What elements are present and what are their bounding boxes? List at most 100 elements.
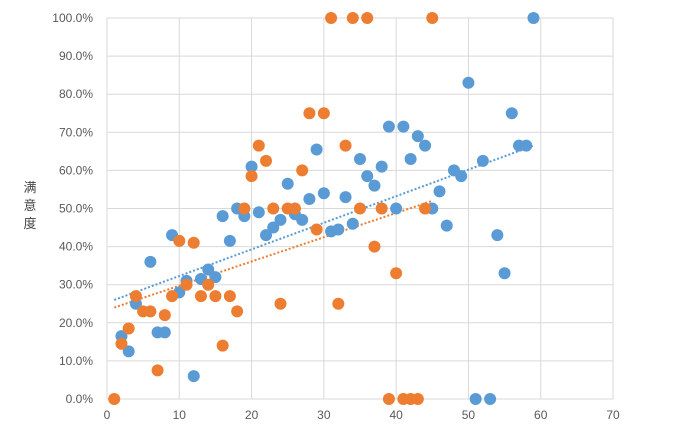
y-tick-label: 80.0% [59,87,93,101]
x-tick-label: 60 [534,408,548,422]
data-point-series2 [361,12,374,24]
data-point-series1 [455,170,468,183]
data-point-series1 [158,326,171,339]
data-point-series2 [216,339,229,352]
data-point-series1 [382,120,395,133]
data-point-series2 [346,12,359,24]
data-point-series2 [303,107,316,120]
data-point-series1 [476,154,489,167]
data-point-series2 [194,290,207,303]
data-point-series1 [368,179,381,192]
data-point-series2 [310,223,323,236]
data-point-series1 [469,393,482,405]
y-axis-label: 满意度 [23,181,37,232]
data-point-series1 [397,120,410,133]
data-point-series1 [433,185,446,198]
data-point-series1 [310,143,323,156]
data-point-series1 [375,160,388,173]
data-point-series2 [260,154,273,167]
data-point-series2 [202,278,215,291]
data-point-series1 [419,139,432,152]
data-point-series1 [346,217,359,230]
data-point-series1 [303,192,316,205]
data-point-series2 [382,393,395,405]
data-point-series1 [202,263,215,276]
data-point-series2 [108,393,121,405]
data-point-series1 [520,139,533,152]
data-point-series2 [245,170,258,183]
data-point-series2 [419,202,432,215]
y-tick-label: 0.0% [66,392,94,406]
y-tick-label: 50.0% [59,202,93,216]
data-point-series2 [144,305,157,318]
data-point-series2 [223,290,236,303]
data-point-series2 [426,12,439,24]
data-point-series1 [245,160,258,173]
data-point-series1 [505,107,518,120]
x-tick-label: 70 [606,408,620,422]
data-point-series2 [187,236,200,249]
y-tick-label: 30.0% [59,278,93,292]
data-point-series2 [296,164,309,177]
data-point-series1 [267,221,280,234]
data-point-series2 [151,364,164,377]
data-point-series2 [288,202,301,215]
data-point-series2 [267,202,280,215]
data-point-series2 [238,202,251,215]
data-point-series2 [339,139,352,152]
trendline-series2 [113,199,433,309]
y-tick-label: 100.0% [52,11,93,25]
data-points [108,12,540,405]
data-point-series1 [354,152,366,165]
data-point-series1 [274,213,287,226]
data-point-series2 [332,297,345,310]
data-point-series2 [325,12,338,24]
y-tick-label: 70.0% [59,125,93,139]
data-point-series2 [274,297,287,310]
data-point-series1 [339,191,352,204]
data-point-series1 [411,130,424,143]
x-tick-label: 20 [245,408,259,422]
data-point-series2 [209,290,222,303]
data-point-series2 [166,290,179,303]
data-point-series1 [498,267,511,280]
data-point-series1 [281,177,294,190]
data-point-series2 [252,139,265,152]
data-point-series1 [252,206,265,219]
data-point-series1 [484,393,497,405]
x-tick-label: 0 [104,408,111,422]
data-point-series1 [491,229,504,242]
data-point-series1 [122,345,135,358]
data-point-series1 [317,187,330,200]
data-point-series2 [158,309,171,322]
y-tick-label: 90.0% [59,49,93,63]
data-point-series2 [115,337,128,350]
data-point-series1 [187,370,200,383]
x-tick-label: 30 [317,408,331,422]
data-point-series2 [173,234,186,247]
data-point-series2 [231,305,244,318]
data-point-series1 [223,234,236,247]
y-tick-label: 10.0% [59,354,93,368]
x-tick-label: 10 [173,408,187,422]
data-point-series1 [209,271,222,284]
data-point-series2 [368,240,381,253]
data-point-series1 [440,219,453,232]
data-point-series1 [332,223,345,236]
data-point-series1 [296,213,309,226]
data-point-series1 [260,229,273,242]
x-tick-label: 50 [462,408,476,422]
data-point-series2 [180,278,193,291]
data-point-series2 [375,202,388,215]
data-point-series1 [462,76,475,89]
data-point-series1 [527,12,540,24]
x-tick-label: 40 [389,408,403,422]
data-point-series2 [129,290,142,303]
data-point-series1 [404,152,417,165]
data-point-series2 [411,393,424,405]
tick-labels: 0 10 20 30 40 50 60 70 0.0% 10.0% 20.0% 30.0% 40.0% 5… [52,11,620,422]
data-point-series1 [390,202,403,215]
data-point-series1 [144,255,157,268]
data-point-series1 [216,210,229,223]
